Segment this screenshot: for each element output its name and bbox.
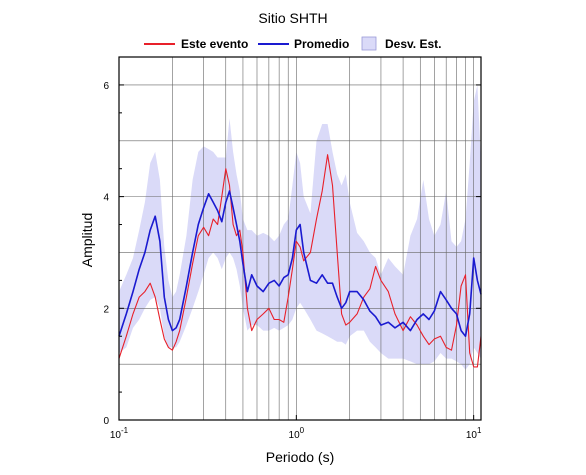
legend-label-promedio: Promedio (294, 37, 349, 51)
legend-label-desv: Desv. Est. (385, 37, 441, 51)
y-tick-label: 4 (103, 193, 109, 204)
legend-swatch-desv (361, 36, 377, 51)
y-axis-label: Amplitud (79, 213, 95, 267)
x-tick-label: 101 (466, 426, 482, 441)
y-tick-label: 6 (103, 81, 109, 92)
series-line-promedio (118, 190, 482, 338)
y-tick-label: 2 (103, 304, 109, 315)
x-tick-label: 100 (289, 426, 305, 441)
chart-title: Sitio SHTH (258, 10, 327, 26)
axis-layer: 0 2 4 6 10-1 100 101 (103, 81, 482, 441)
y-tick-label: 0 (103, 416, 109, 427)
plot-frame (118, 56, 482, 421)
grid-layer (118, 57, 481, 420)
legend-label-evento: Este evento (181, 37, 248, 51)
legend: Este evento Promedio Desv. Est. (144, 36, 441, 51)
series-layer (118, 154, 482, 368)
x-tick-label: 10-1 (110, 426, 129, 441)
series-line-este-evento (118, 154, 482, 368)
x-axis-label: Periodo (s) (266, 449, 334, 465)
